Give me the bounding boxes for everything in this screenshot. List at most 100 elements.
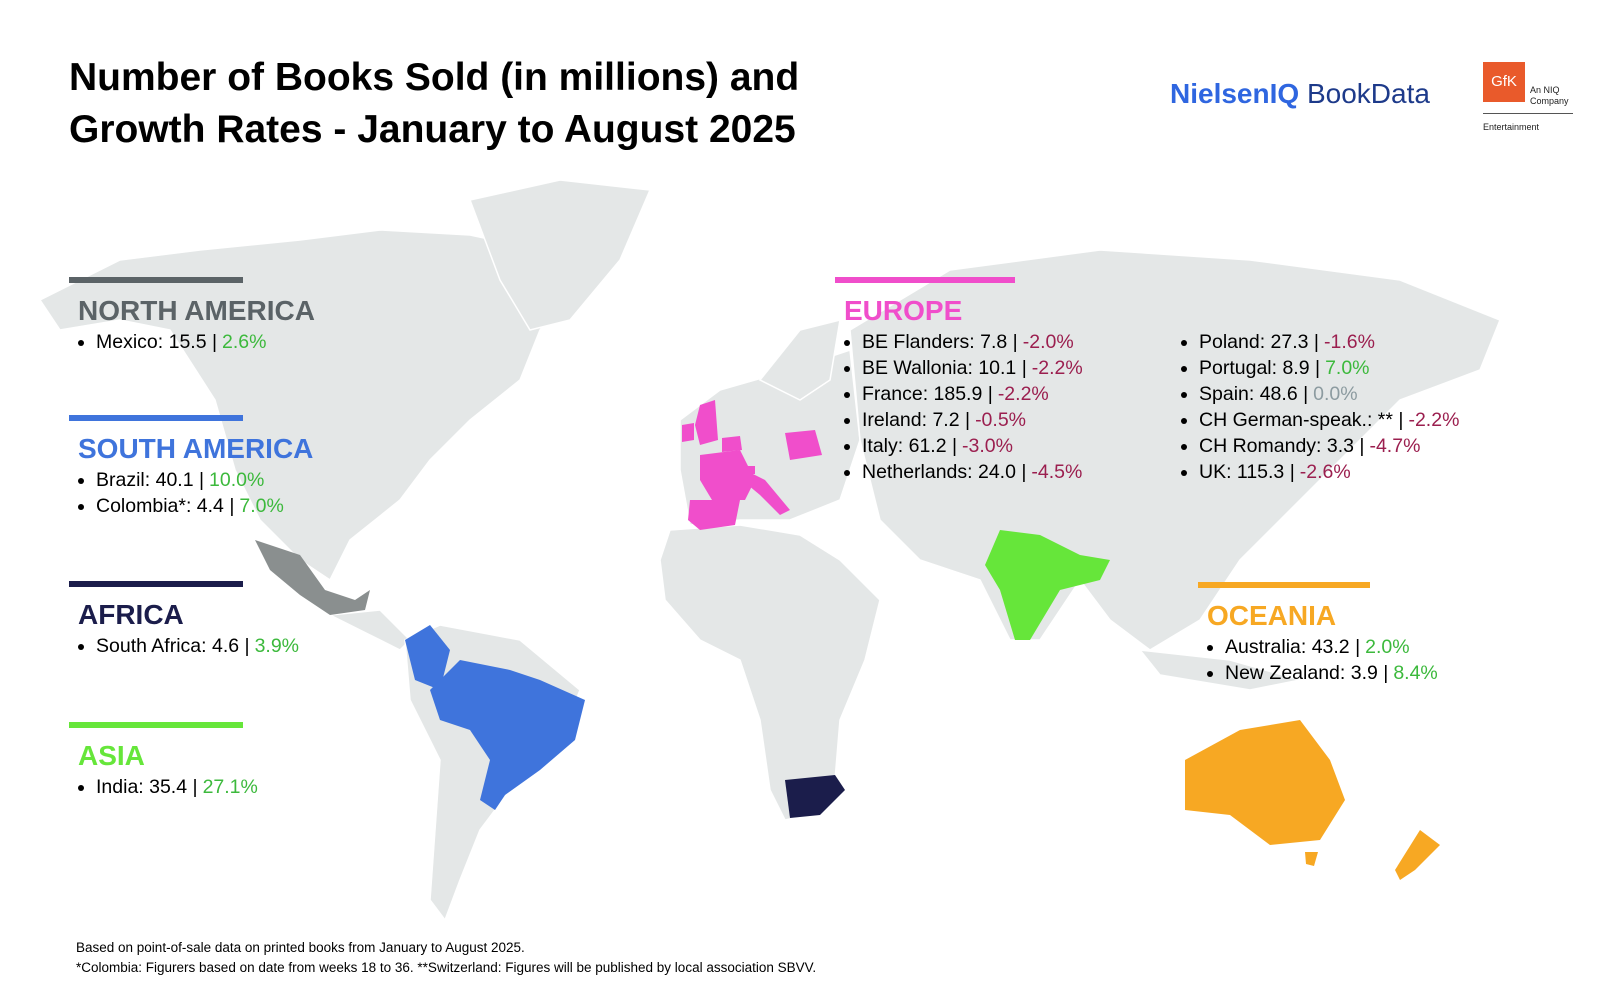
- region-item: Australia: 43.2 |2.0%: [1225, 634, 1438, 660]
- item-text: BE Flanders: 7.8 |: [862, 331, 1018, 353]
- europe-countries: [682, 400, 822, 530]
- region-item: Brazil: 40.1 |10.0%: [96, 467, 313, 493]
- gfk-division: Entertainment: [1483, 122, 1540, 132]
- gfk-note-line: An NIQ: [1530, 85, 1560, 95]
- region-bar: [1198, 582, 1370, 588]
- greenland: [468, 179, 652, 331]
- region-bar: [69, 277, 243, 283]
- india: [985, 530, 1110, 640]
- item-growth: -2.6%: [1299, 461, 1351, 483]
- item-growth: 0.0%: [1313, 383, 1358, 405]
- switzerland: [740, 466, 755, 474]
- africa: [659, 524, 881, 821]
- item-growth: -4.5%: [1031, 461, 1083, 483]
- item-text: Ireland: 7.2 |: [862, 409, 971, 431]
- central-america: [327, 609, 412, 651]
- item-growth: -1.6%: [1324, 331, 1375, 353]
- item-text: Spain: 48.6 |: [1199, 383, 1309, 405]
- item-text: Australia: 43.2 |: [1225, 636, 1361, 658]
- item-growth: -2.0%: [1022, 331, 1074, 353]
- item-text: Netherlands: 24.0 |: [862, 461, 1027, 483]
- poland: [785, 430, 822, 460]
- brand-name: NielsenIQ: [1170, 78, 1300, 109]
- region-item: Italy: 61.2 |-3.0%: [862, 433, 1135, 459]
- gfk-logo: GfK: [1483, 62, 1525, 102]
- brand-logo: NielsenIQ BookData: [1170, 78, 1430, 110]
- region-name: NORTH AMERICA: [78, 295, 315, 326]
- region-item: India: 35.4 |27.1%: [96, 774, 258, 800]
- region-item: UK: 115.3 |-2.6%: [1199, 459, 1472, 485]
- item-text: New Zealand: 3.9 |: [1225, 662, 1389, 684]
- region-item: Portugal: 8.9 |7.0%: [1199, 355, 1472, 381]
- item-text: Brazil: 40.1 |: [96, 469, 205, 491]
- item-growth: -2.2%: [1031, 357, 1083, 379]
- item-text: Mexico: 15.5 |: [96, 331, 218, 353]
- region-name: ASIA: [78, 740, 145, 771]
- item-text: Colombia*: 4.4 |: [96, 495, 235, 517]
- item-growth: 7.0%: [1325, 357, 1370, 379]
- item-growth: 2.6%: [222, 331, 267, 353]
- france: [700, 450, 755, 500]
- region-name: EUROPE: [844, 295, 963, 326]
- south-africa: [785, 775, 845, 818]
- region-name: SOUTH AMERICA: [78, 433, 314, 464]
- item-growth: -4.7%: [1369, 435, 1421, 457]
- australia: [1185, 720, 1345, 845]
- footnote: *Colombia: Figurers based on date from w…: [76, 960, 817, 975]
- colombia: [405, 625, 450, 690]
- region: SOUTH AMERICABrazil: 40.1 |10.0%Colombia…: [69, 415, 313, 519]
- region-item: BE Flanders: 7.8 |-2.0%: [862, 329, 1135, 355]
- region-item: Spain: 48.6 |0.0%: [1199, 381, 1472, 407]
- new-zealand: [1395, 830, 1440, 880]
- footnote: Based on point-of-sale data on printed b…: [76, 940, 525, 955]
- region: EUROPEBE Flanders: 7.8 |-2.0%BE Wallonia…: [835, 277, 1472, 485]
- item-text: CH German-speak.: ** |: [1199, 409, 1404, 431]
- item-growth: 8.4%: [1393, 662, 1438, 684]
- item-text: France: 185.9 |: [862, 383, 993, 405]
- item-text: India: 35.4 |: [96, 776, 198, 798]
- italy: [745, 470, 790, 515]
- item-growth: 27.1%: [202, 776, 258, 798]
- region-list: BE Flanders: 7.8 |-2.0%BE Wallonia: 10.1…: [835, 329, 1472, 485]
- region-name: OCEANIA: [1207, 600, 1337, 631]
- region-item: Ireland: 7.2 |-0.5%: [862, 407, 1135, 433]
- region-bar: [69, 415, 243, 421]
- region-list: South Africa: 4.6 |3.9%: [69, 633, 299, 659]
- iberia: [688, 500, 740, 530]
- title: Number of Books Sold (in millions) and Gr…: [69, 52, 799, 156]
- region: AFRICA South Africa: 4.6 |3.9%: [69, 581, 299, 659]
- region-name: AFRICA: [78, 599, 184, 630]
- region-list: Brazil: 40.1 |10.0%Colombia*: 4.4 |7.0%: [69, 467, 313, 519]
- gfk-note: An NIQ Company: [1530, 85, 1569, 107]
- region: OCEANIAAustralia: 43.2 |2.0%New Zealand:…: [1198, 582, 1438, 686]
- benelux: [722, 436, 742, 452]
- region-list: Australia: 43.2 |2.0%New Zealand: 3.9 |8…: [1198, 634, 1438, 686]
- indonesia: [1138, 649, 1301, 691]
- tasmania: [1305, 852, 1318, 866]
- item-growth: 10.0%: [209, 469, 265, 491]
- brand-product: BookData: [1306, 78, 1430, 109]
- item-growth: -3.0%: [962, 435, 1013, 457]
- region-bar: [69, 722, 243, 728]
- scandinavia: [758, 318, 841, 401]
- ireland: [682, 423, 694, 442]
- footnotes: Based on point-of-sale data on printed b…: [76, 938, 816, 978]
- item-growth: 2.0%: [1365, 636, 1410, 658]
- region-bar: [69, 581, 243, 587]
- item-text: Portugal: 8.9 |: [1199, 357, 1321, 379]
- region-item: Poland: 27.3 |-1.6%: [1199, 329, 1472, 355]
- brazil: [430, 660, 585, 810]
- title-line: Number of Books Sold (in millions) and: [69, 56, 800, 99]
- item-text: UK: 115.3 |: [1199, 461, 1295, 483]
- north-america: [38, 229, 571, 582]
- item-growth: 3.9%: [254, 635, 300, 657]
- region-item: France: 185.9 |-2.2%: [862, 381, 1135, 407]
- item-text: Italy: 61.2 |: [862, 435, 958, 457]
- region-item: South Africa: 4.6 |3.9%: [96, 633, 299, 659]
- mexico: [255, 540, 370, 615]
- region: NORTH AMERICA Mexico: 15.5 |2.6%: [69, 277, 315, 355]
- gfk-note-line: Company: [1530, 96, 1569, 106]
- region: ASIA India: 35.4 |27.1%: [69, 722, 258, 800]
- item-text: South Africa: 4.6 |: [96, 635, 250, 657]
